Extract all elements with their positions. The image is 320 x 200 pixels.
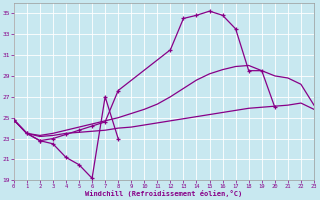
X-axis label: Windchill (Refroidissement éolien,°C): Windchill (Refroidissement éolien,°C) xyxy=(85,190,243,197)
